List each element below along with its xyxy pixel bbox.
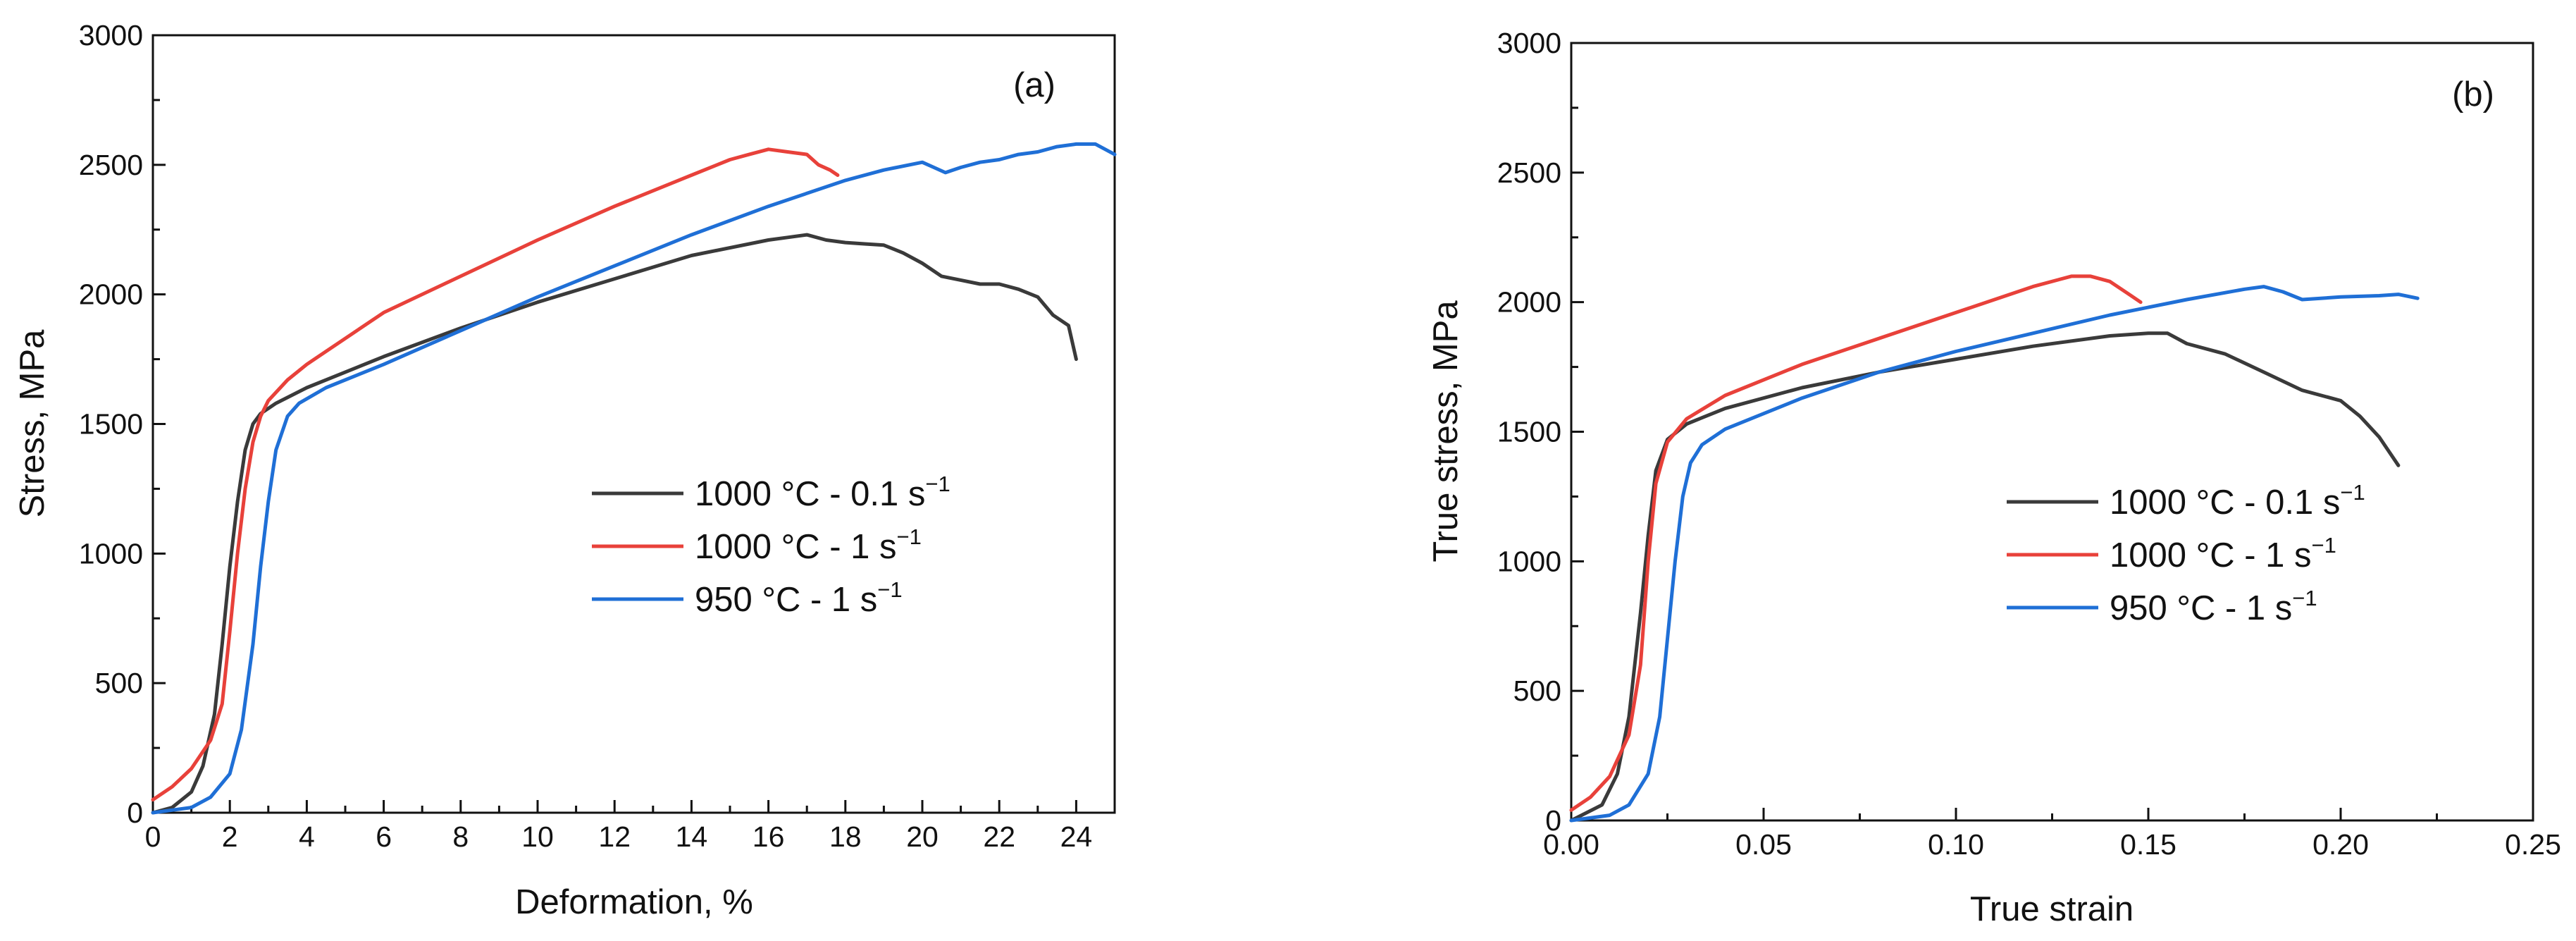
y-axis-label-b: True stress, MPa <box>1427 300 1465 562</box>
y-tick-label: 2000 <box>1497 286 1561 319</box>
x-tick-label: 24 <box>1060 820 1093 853</box>
y-tick-label: 3000 <box>1497 27 1561 59</box>
x-tick-label: 8 <box>452 820 469 853</box>
y-tick-label: 1000 <box>1497 545 1561 577</box>
y-tick-label: 500 <box>1513 675 1561 707</box>
x-tick-label: 6 <box>376 820 392 853</box>
y-tick-label: 2500 <box>79 149 143 181</box>
legend-label-1: 1000 °C - 0.1 s−1 <box>695 472 950 513</box>
x-tick-label: 2 <box>222 820 238 853</box>
legend-label-2: 1000 °C - 1 s−1 <box>2110 533 2336 574</box>
x-tick-label: 16 <box>753 820 785 853</box>
axes-ticks-a: 0 2 4 6 8 10 12 14 16 18 20 22 240500100015002000250… <box>79 19 1116 853</box>
x-tick-label: 14 <box>676 820 708 853</box>
y-tick-label: 1500 <box>79 408 143 441</box>
legend-superscript: −1 <box>2340 480 2365 505</box>
y-tick-label: 2500 <box>1497 156 1561 189</box>
legend-label-1: 1000 °C - 0.1 s−1 <box>2110 480 2365 522</box>
legend-label-3: 950 °C - 1 s−1 <box>2110 586 2317 627</box>
x-tick-label: 0.10 <box>1928 828 1984 861</box>
legend-superscript: −1 <box>2292 586 2317 610</box>
x-tick-label: 0.25 <box>2505 828 2561 861</box>
x-axis-label-a: Deformation, % <box>515 883 753 921</box>
x-tick-label: 18 <box>829 820 862 853</box>
x-tick-label: 10 <box>521 820 554 853</box>
legend-superscript: −1 <box>925 472 950 496</box>
chart-panel-a: 0 2 4 6 8 10 12 14 16 18 20 22 240500100015002000250… <box>13 19 1117 921</box>
panel-label-a: (a) <box>1013 66 1055 104</box>
series-line-1 <box>151 233 1078 815</box>
y-axis-label-a: Stress, MPa <box>13 329 51 518</box>
y-tick-label: 1000 <box>79 537 143 570</box>
legend-label-2: 1000 °C - 1 s−1 <box>695 524 922 566</box>
x-tick-label: 0.00 <box>1543 828 1599 861</box>
legend-superscript: −1 <box>897 524 922 549</box>
x-tick-label: 0.20 <box>2312 828 2369 861</box>
y-tick-label: 0 <box>1545 804 1561 837</box>
x-tick-label: 20 <box>906 820 939 853</box>
x-tick-label: 12 <box>598 820 631 853</box>
x-tick-label: 4 <box>299 820 315 853</box>
x-axis-label-b: True strain <box>1970 890 2134 928</box>
x-tick-label: 0 <box>145 820 161 853</box>
series-line-2 <box>151 147 840 802</box>
plot-frame-b <box>1570 42 2534 822</box>
legend-a: 1000 °C - 0.1 s−1 1000 °C - 1 s−1 950 °C -… <box>592 472 950 619</box>
axes-ticks-b: 0.00 0.05 0.10 0.15 0.20 0.25 0 500 1000 1500 2000… <box>1497 27 2561 861</box>
x-tick-label: 0.15 <box>2120 828 2176 861</box>
panel-label-b: (b) <box>2452 75 2494 113</box>
x-tick-label: 0.05 <box>1735 828 1792 861</box>
legend-superscript: −1 <box>2312 533 2336 558</box>
y-tick-label: 1500 <box>1497 416 1561 448</box>
chart-panel-b: 0.00 0.05 0.10 0.15 0.20 0.25 0 500 1000 1500 2000… <box>1427 27 2561 928</box>
series-line-3 <box>1569 285 2420 823</box>
y-tick-label: 3000 <box>79 19 143 51</box>
legend-b: 1000 °C - 0.1 s−1 1000 °C - 1 s−1 950 °C -… <box>2007 480 2365 627</box>
x-tick-label: 22 <box>983 820 1015 853</box>
y-tick-label: 0 <box>127 797 143 829</box>
series-line-2 <box>1569 274 2143 812</box>
plot-frame-a <box>151 34 1116 814</box>
series-group-b <box>1569 274 2420 823</box>
series-group-a <box>151 142 1117 815</box>
y-tick-label: 2000 <box>79 278 143 311</box>
y-tick-label: 500 <box>95 667 143 699</box>
series-line-3 <box>151 142 1117 815</box>
series-line-1 <box>1569 331 2401 823</box>
legend-superscript: −1 <box>877 577 902 602</box>
legend-label-3: 950 °C - 1 s−1 <box>695 577 903 619</box>
